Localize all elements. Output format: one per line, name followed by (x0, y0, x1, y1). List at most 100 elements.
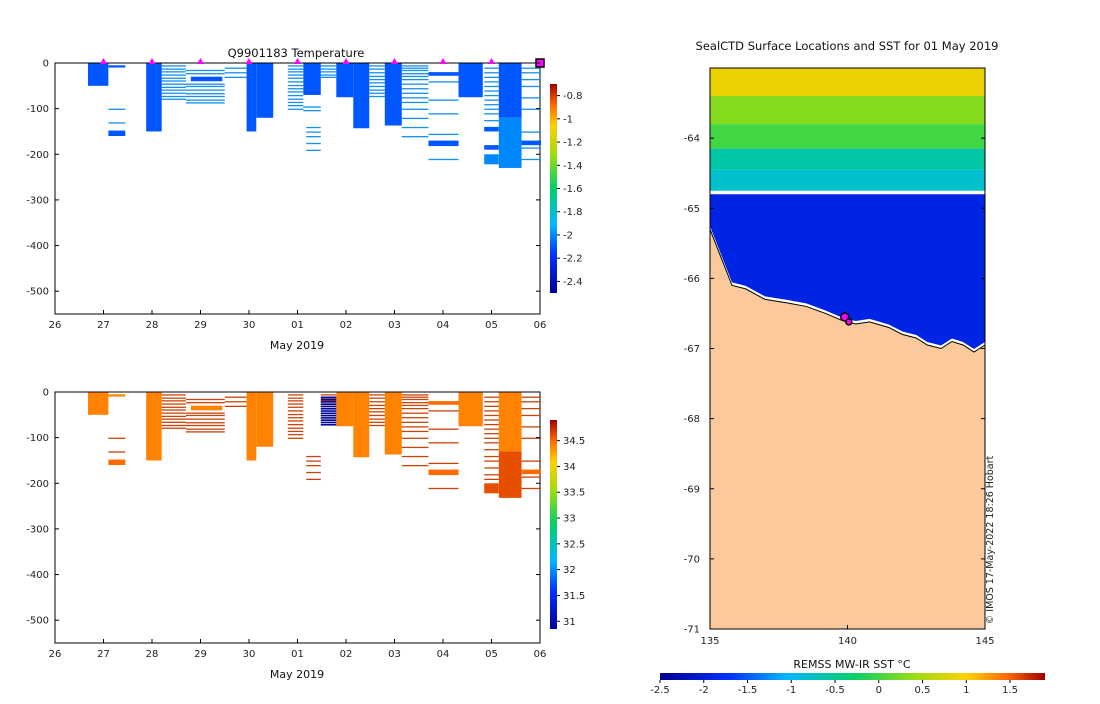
map-cbar-tick-label: -1.5 (738, 685, 758, 696)
temperature-profile-line (161, 65, 186, 67)
salinity-low-salinity-line (320, 414, 337, 417)
salinity-cbar-tick-label: 32 (563, 565, 576, 576)
temperature-profile-line (287, 68, 304, 70)
temperature-profile-line (484, 90, 499, 92)
salinity-profile-line (287, 397, 304, 399)
temperature-profile-line (521, 147, 541, 149)
temperature-profile-line (161, 80, 186, 82)
temperature-profile-line (161, 68, 186, 70)
temperature-profile-line (287, 74, 304, 76)
temperature-block (336, 63, 354, 98)
salinity-profile-line (428, 428, 459, 430)
salinity-xtick-label: 29 (194, 649, 207, 660)
temperature-profile-line (185, 102, 225, 104)
temperature-profile-line (369, 95, 385, 98)
salinity-cbar-tick-label: 34 (563, 462, 576, 473)
temperature-profile-line (521, 97, 541, 99)
temperature-cbar-tick-label: -1.4 (563, 161, 583, 172)
salinity-profile-line (401, 398, 429, 401)
salinity-profile-line (185, 418, 225, 420)
temperature-profile-line (185, 95, 225, 98)
temperature-xtick-label: 05 (485, 320, 498, 331)
profile-marker (342, 58, 350, 64)
salinity-profile-line (484, 433, 499, 435)
temperature-profile-line (484, 99, 499, 101)
salinity-profile-line (185, 422, 225, 424)
temperature-xtick-label: 27 (97, 320, 110, 331)
salinity-profile-line (401, 446, 429, 449)
salinity-profile-line (369, 401, 385, 403)
salinity-profile-line (185, 414, 225, 417)
temperature-profile-line (484, 120, 499, 122)
salinity-block (146, 392, 162, 461)
salinity-low-salinity-line (320, 405, 337, 408)
temperature-cbar-tick-label: -1.8 (563, 207, 583, 218)
temperature-xtick-label: 01 (291, 320, 304, 331)
profile-marker (197, 58, 204, 64)
salinity-profile-line (306, 465, 321, 467)
salinity-profile-line (185, 398, 225, 401)
temperature-profile-line (484, 85, 499, 88)
temperature-profile-line (185, 69, 225, 72)
salinity-profile-line (484, 414, 499, 417)
salinity-profile-line (287, 394, 304, 396)
salinity-cbar-tick-label: 34.5 (563, 436, 585, 447)
salinity-block (246, 392, 257, 461)
temperature-block (190, 76, 223, 82)
map-xtick-label: 135 (700, 636, 719, 647)
sst-band (710, 68, 985, 97)
salinity-profile-line (401, 417, 429, 419)
salinity-profile-line (185, 428, 225, 430)
temperature-profile-line (161, 71, 186, 73)
temperature-profile-line (161, 95, 186, 98)
salinity-profile-line (161, 397, 186, 399)
temperature-profile-line (287, 77, 304, 79)
temperature-profile-line (369, 65, 385, 67)
temperature-profile-line (108, 122, 126, 124)
temperature-profile-line (306, 142, 321, 145)
salinity-profile-line (484, 442, 499, 444)
salinity-profile-line (185, 424, 225, 427)
temperature-profile-line (521, 72, 541, 74)
salinity-profile-line (161, 406, 186, 408)
map-ytick-label: -65 (684, 204, 700, 215)
temperature-block (521, 140, 541, 146)
salinity-profile-line (369, 418, 385, 420)
salinity-profile-line (401, 430, 429, 433)
salinity-profile-line (306, 478, 321, 481)
temperature-ytick-label: -500 (26, 287, 49, 298)
salinity-block (521, 469, 541, 475)
salinity-profile-line (428, 410, 459, 412)
salinity-block (336, 392, 354, 427)
temperature-profile-line (521, 108, 541, 110)
temperature-profile-line (306, 136, 321, 138)
salinity-xtick-label: 27 (97, 649, 110, 660)
salinity-ytick-label: 0 (43, 388, 49, 399)
map-ytick-label: -69 (684, 484, 700, 495)
salinity-profile-line (369, 394, 385, 396)
temperature-profile-line (108, 108, 126, 110)
temperature-profile-line (369, 89, 385, 91)
salinity-panel: 26 27 28 29 30 01 02 03 04 05 06 0 -100 -200 -300 -400 -… (26, 388, 585, 682)
map-colorbar (660, 673, 1045, 680)
salinity-profile-line (484, 419, 499, 421)
salinity-profile-line (484, 423, 499, 426)
map-cbar-tick-label: 0 (876, 685, 882, 696)
temperature-profile-line (401, 69, 429, 72)
salinity-profile-line (287, 423, 304, 426)
profile-marker (245, 58, 253, 64)
temperature-profile-line (401, 78, 429, 81)
salinity-low-salinity-line (320, 398, 337, 401)
salinity-low-salinity-line (320, 403, 337, 406)
temperature-block (87, 63, 109, 86)
salinity-profile-line (521, 401, 541, 403)
map-ytick-label: -71 (684, 625, 700, 636)
temperature-panel: Q9901183 Temperature 26 27 28 29 30 01 02 03 04 0… (26, 46, 582, 352)
salinity-profile-line (161, 394, 186, 396)
profile-location (845, 318, 853, 326)
temperature-profile-line (161, 89, 186, 91)
salinity-profile-line (401, 407, 429, 410)
temperature-block (428, 72, 459, 76)
salinity-profile-line (484, 460, 499, 462)
